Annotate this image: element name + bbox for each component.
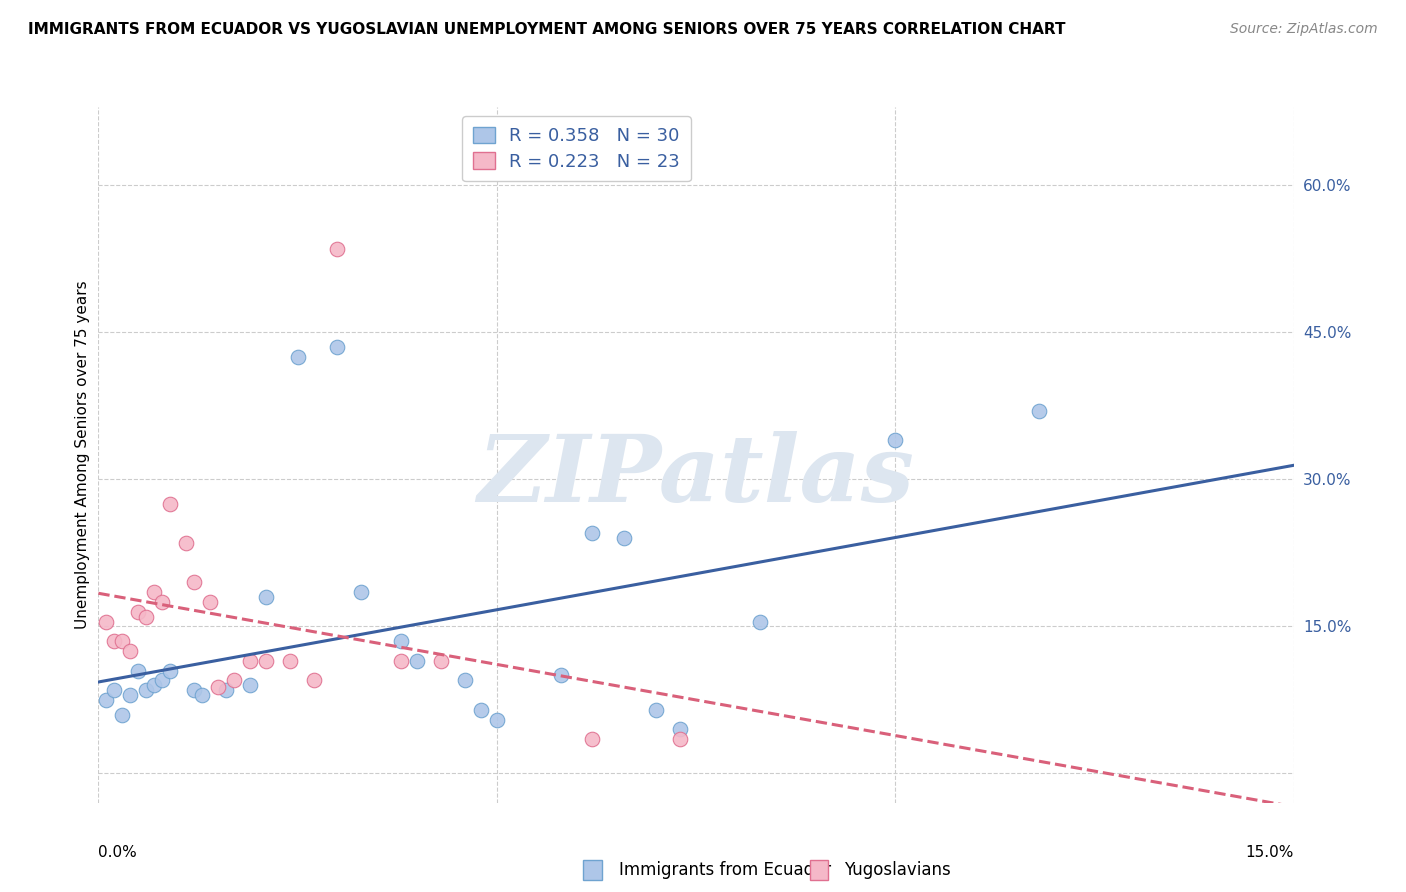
Text: Yugoslavians: Yugoslavians: [844, 861, 950, 879]
Point: [1028, 404, 1050, 418]
Point: [406, 654, 429, 668]
Point: [207, 680, 229, 694]
Point: [302, 673, 325, 688]
Point: [350, 585, 373, 599]
Point: [159, 497, 181, 511]
Point: [669, 732, 692, 747]
Point: [222, 673, 245, 688]
Point: [581, 732, 603, 747]
Point: [430, 654, 453, 668]
Point: [103, 634, 125, 648]
Point: [748, 615, 770, 629]
Point: [96, 615, 118, 629]
Point: [183, 575, 205, 590]
Point: [143, 678, 166, 692]
Point: [120, 688, 142, 702]
Point: [127, 605, 149, 619]
Point: [143, 585, 166, 599]
Point: [111, 634, 134, 648]
Point: [103, 683, 125, 698]
Point: [215, 683, 238, 698]
Point: [389, 654, 412, 668]
Point: [239, 654, 262, 668]
Point: [191, 688, 214, 702]
Text: Immigrants from Ecuador: Immigrants from Ecuador: [619, 861, 831, 879]
Point: [96, 693, 118, 707]
Text: Source: ZipAtlas.com: Source: ZipAtlas.com: [1230, 22, 1378, 37]
Point: [287, 350, 309, 364]
Point: [389, 634, 412, 648]
Point: [135, 683, 157, 698]
Text: ZIPatlas: ZIPatlas: [478, 431, 914, 521]
Point: [485, 713, 508, 727]
Point: [454, 673, 477, 688]
Point: [150, 595, 173, 609]
Point: [254, 654, 277, 668]
Point: [470, 703, 492, 717]
Point: [120, 644, 142, 658]
Text: IMMIGRANTS FROM ECUADOR VS YUGOSLAVIAN UNEMPLOYMENT AMONG SENIORS OVER 75 YEARS : IMMIGRANTS FROM ECUADOR VS YUGOSLAVIAN U…: [28, 22, 1066, 37]
Point: [111, 707, 134, 722]
Point: [159, 664, 181, 678]
Point: [613, 531, 636, 545]
Legend: R = 0.358   N = 30, R = 0.223   N = 23: R = 0.358 N = 30, R = 0.223 N = 23: [463, 116, 690, 181]
Point: [884, 434, 907, 448]
Point: [581, 526, 603, 541]
Point: [183, 683, 205, 698]
Point: [550, 668, 572, 682]
Point: [198, 595, 221, 609]
Text: 0.0%: 0.0%: [98, 845, 138, 860]
Point: [135, 609, 157, 624]
Point: [669, 723, 692, 737]
Y-axis label: Unemployment Among Seniors over 75 years: Unemployment Among Seniors over 75 years: [75, 281, 90, 629]
Point: [127, 664, 149, 678]
Point: [326, 242, 349, 256]
Point: [239, 678, 262, 692]
Point: [254, 590, 277, 604]
Point: [326, 340, 349, 354]
Point: [150, 673, 173, 688]
Point: [278, 654, 301, 668]
Point: [645, 703, 668, 717]
Point: [174, 536, 197, 550]
Text: 15.0%: 15.0%: [1246, 845, 1294, 860]
